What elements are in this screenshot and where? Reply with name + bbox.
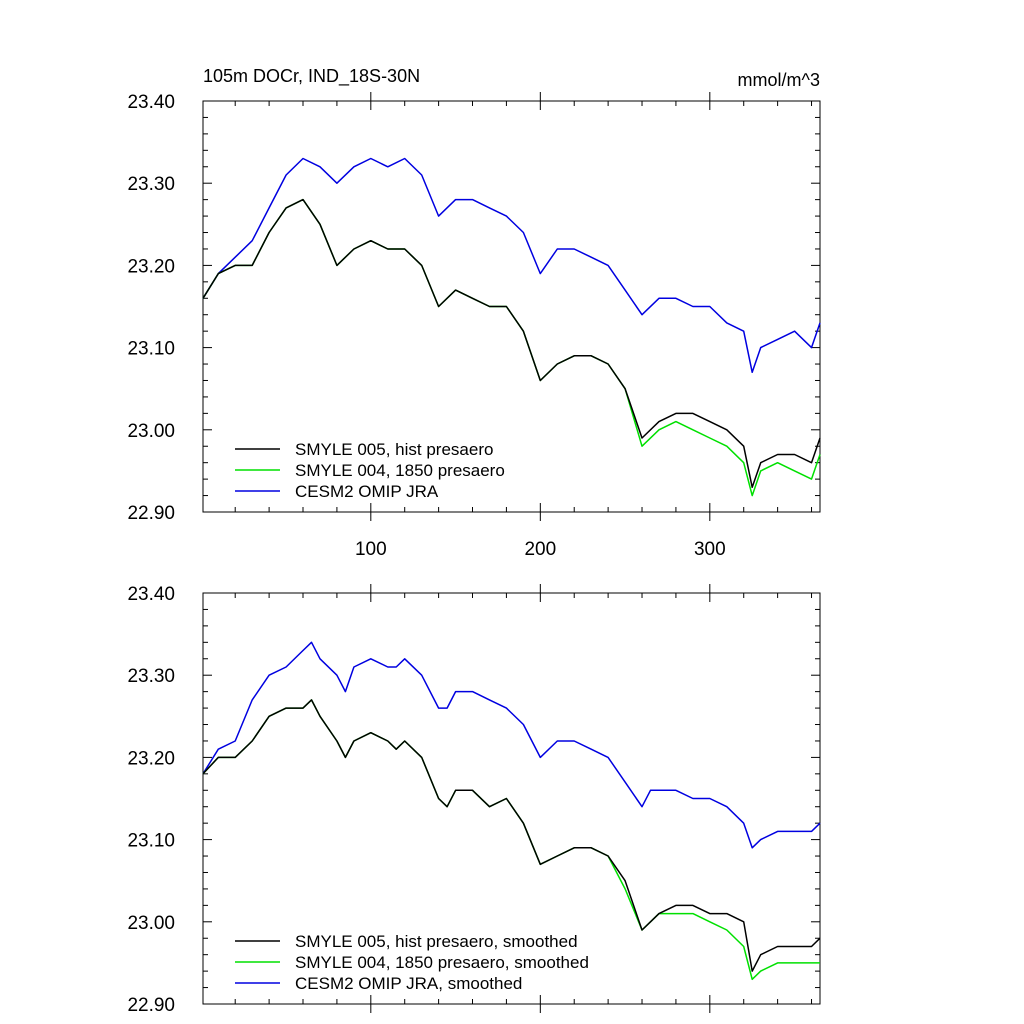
plot-frame — [202, 100, 821, 513]
series-lines — [202, 641, 821, 981]
y-tick-label: 23.40 — [127, 92, 175, 113]
series-line-0 — [202, 198, 821, 489]
x-tick-label: 200 — [524, 539, 556, 560]
bottom-panel: 22.90 23.00 23.10 23.20 23.30 23.40 SMYLE 005… — [127, 584, 821, 1016]
y-tick-label: 23.00 — [127, 913, 175, 934]
legend-label: SMYLE 005, hist presaero — [295, 440, 493, 459]
y-tick-label: 23.30 — [127, 174, 175, 195]
y-tick-label: 22.90 — [127, 503, 175, 524]
axis-ticks: 22.90 23.00 23.10 23.20 23.30 23.40 100 200 300 — [127, 92, 820, 560]
y-tick-label: 23.10 — [127, 831, 175, 852]
series-line-2 — [202, 641, 821, 849]
series-lines — [202, 157, 821, 497]
legend-label: CESM2 OMIP JRA — [295, 482, 439, 501]
x-tick-label: 300 — [694, 539, 726, 560]
series-line-2 — [202, 157, 821, 374]
y-tick-label: 23.30 — [127, 666, 175, 687]
y-tick-label: 23.20 — [127, 748, 175, 769]
legend: SMYLE 005, hist presaero, smoothed SMYLE … — [235, 932, 589, 993]
chart-units: mmol/m^3 — [738, 70, 820, 90]
x-tick-label: 100 — [355, 539, 387, 560]
axis-ticks: 22.90 23.00 23.10 23.20 23.30 23.40 — [127, 584, 820, 1016]
y-tick-label: 22.90 — [127, 995, 175, 1016]
legend-label: CESM2 OMIP JRA, smoothed — [295, 974, 522, 993]
legend-label: SMYLE 005, hist presaero, smoothed — [295, 932, 578, 951]
series-line-0 — [202, 699, 821, 972]
y-tick-label: 23.20 — [127, 256, 175, 277]
chart-title: 105m DOCr, IND_18S-30N — [203, 66, 420, 87]
y-tick-label: 23.00 — [127, 421, 175, 442]
legend: SMYLE 005, hist presaero SMYLE 004, 1850 … — [235, 440, 505, 501]
legend-label: SMYLE 004, 1850 presaero — [295, 461, 505, 480]
y-tick-label: 23.10 — [127, 339, 175, 360]
y-tick-label: 23.40 — [127, 584, 175, 605]
legend-label: SMYLE 004, 1850 presaero, smoothed — [295, 953, 589, 972]
top-panel: 105m DOCr, IND_18S-30N mmol/m^3 22.90 23.… — [127, 66, 821, 560]
plot-frame — [202, 592, 821, 1005]
